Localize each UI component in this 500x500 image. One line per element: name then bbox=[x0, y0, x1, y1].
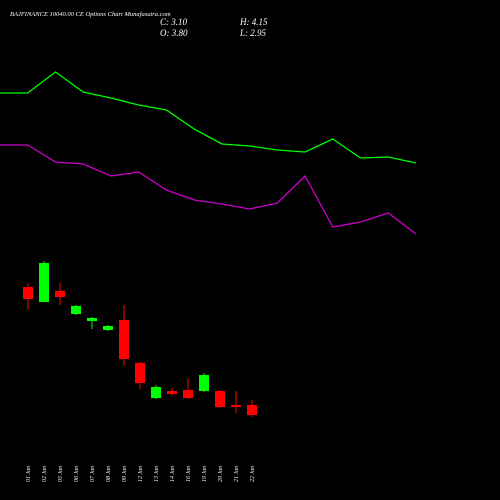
candle-body bbox=[39, 262, 49, 302]
candle-body bbox=[231, 404, 241, 407]
x-tick-label: 22 Jun bbox=[250, 466, 256, 482]
x-tick-label: 20 Jun bbox=[218, 466, 224, 482]
x-tick-label: 08 Jun bbox=[106, 466, 112, 482]
x-tick-label: 05 Jun bbox=[58, 466, 64, 482]
candle-body bbox=[183, 389, 193, 398]
candle-body bbox=[87, 317, 97, 321]
high-label: H: 4.15 bbox=[239, 17, 268, 27]
candle-body bbox=[215, 390, 225, 407]
chart-title: BAJFINANCE 10040.00 CE Options Chart Mun… bbox=[10, 11, 171, 18]
x-tick-label: 16 Jun bbox=[186, 466, 192, 482]
candle-body bbox=[71, 305, 81, 314]
open-label: O: 3.80 bbox=[160, 28, 188, 38]
x-tick-label: 13 Jun bbox=[154, 466, 160, 482]
x-tick-label: 07 Jun bbox=[90, 466, 96, 482]
x-tick-label: 02 Jun bbox=[42, 466, 48, 482]
x-tick-label: 21 Jun bbox=[234, 466, 240, 482]
x-tick-label: 14 Jun bbox=[169, 466, 176, 482]
candle-body bbox=[103, 325, 113, 330]
x-tick-label: 19 Jun bbox=[202, 466, 208, 482]
candle-body bbox=[167, 390, 177, 394]
x-tick-label: 06 Jun bbox=[74, 466, 80, 482]
x-tick-label: 09 Jun bbox=[122, 466, 128, 482]
line-series bbox=[0, 71, 417, 164]
x-tick-label: 01 Jun bbox=[26, 466, 32, 482]
candle-body bbox=[55, 290, 65, 297]
candle-body bbox=[135, 362, 145, 383]
candle-body bbox=[199, 374, 209, 391]
candle-body bbox=[119, 319, 129, 359]
candle-body bbox=[151, 386, 161, 398]
candle-body bbox=[247, 404, 257, 415]
low-label: L: 2.95 bbox=[239, 28, 267, 38]
candle-body bbox=[23, 286, 33, 299]
x-tick-label: 12 Jun bbox=[138, 466, 144, 482]
close-label: C: 3.10 bbox=[160, 17, 188, 27]
line-series bbox=[0, 144, 417, 235]
